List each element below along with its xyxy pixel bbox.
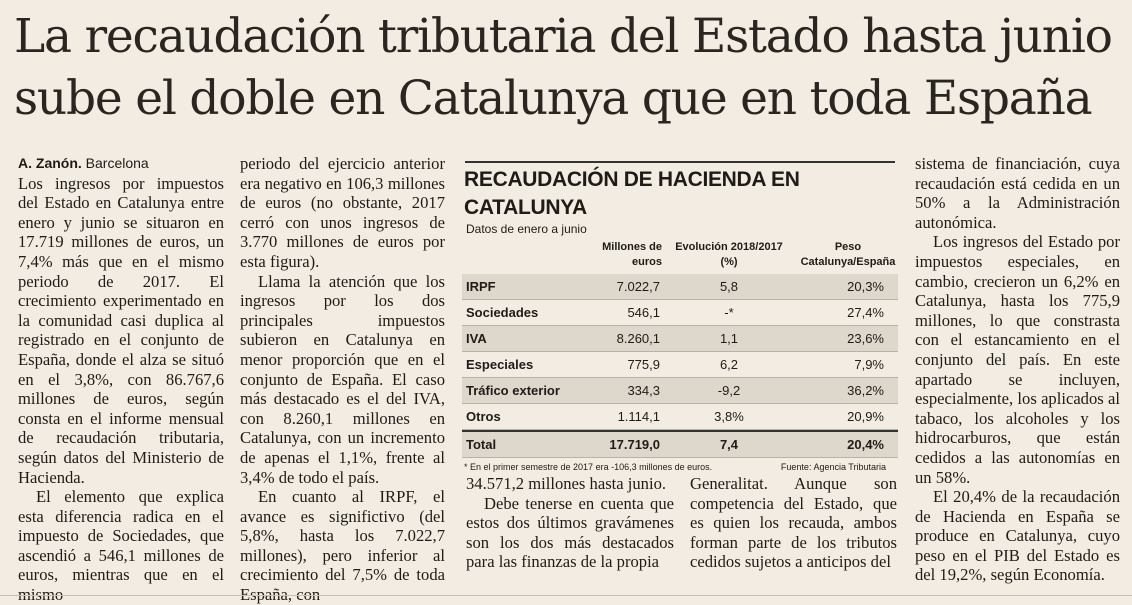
- cell-peso: 27,4%: [847, 305, 884, 320]
- cell-peso: 23,6%: [847, 331, 884, 346]
- cell-millones: 7.022,7: [616, 279, 660, 294]
- table-row: Especiales 775,9 6,2 7,9%: [462, 352, 898, 378]
- table-row: Otros 1.114,1 3,8% 20,9%: [462, 404, 898, 430]
- cell-evolucion: 1,1: [719, 331, 739, 346]
- row-label: Otros: [466, 409, 501, 424]
- row-label: IVA: [466, 331, 487, 346]
- table-footnote: * En el primer semestre de 2017 era -106…: [464, 462, 713, 472]
- table-subtitle: Datos de enero a junio: [466, 222, 587, 236]
- headline-line-2: sube el doble en Catalunya que en toda E…: [14, 71, 1093, 126]
- table-footer: * En el primer semestre de 2017 era -106…: [462, 460, 898, 474]
- article-column-4: Generalitat. Aunque son competencia del …: [690, 474, 897, 572]
- cell-peso: 20,4%: [847, 437, 884, 452]
- table-row: Sociedades 546,1 -* 27,4%: [462, 300, 898, 326]
- paragraph: En cuanto al IRPF, el avance es signific…: [240, 487, 445, 605]
- data-table-box: RECAUDACIÓN DE HACIENDA EN CATALUNYA Dat…: [462, 166, 898, 474]
- article-column-5: sistema de financiación, cuya recaudació…: [915, 154, 1120, 585]
- cell-evolucion: 3,8%: [714, 409, 744, 424]
- table-top-rule: [465, 161, 895, 163]
- table-row: Tráfico exterior 334,3 -9,2 36,2%: [462, 378, 898, 404]
- article-column-3: 34.571,2 millones hasta junio. Debe tene…: [466, 474, 674, 572]
- row-label: Sociedades: [466, 305, 539, 320]
- article-column-1: A. Zanón. Barcelona Los ingresos por imp…: [18, 154, 224, 605]
- row-label: Total: [466, 437, 497, 452]
- cell-peso: 20,3%: [847, 279, 884, 294]
- byline: A. Zanón. Barcelona: [18, 154, 224, 174]
- cell-evolucion: 7,4: [719, 437, 739, 452]
- cell-millones: 775,9: [627, 357, 660, 372]
- cell-millones: 334,3: [627, 383, 660, 398]
- paragraph: periodo del ejercicio anterior era negat…: [240, 154, 445, 271]
- cell-millones: 546,1: [627, 305, 660, 320]
- paragraph: 34.571,2 millones hasta junio.: [466, 474, 667, 493]
- table-title: RECAUDACIÓN DE HACIENDA EN CATALUNYA: [464, 168, 800, 219]
- cell-millones: 1.114,1: [617, 409, 660, 424]
- row-label: Especiales: [466, 357, 534, 372]
- page-bottom-rule: [0, 595, 1132, 596]
- paragraph: El elemento que explica esta diferencia …: [18, 487, 224, 605]
- cell-evolucion: 6,2: [719, 357, 739, 372]
- table-header: Millones de euros Evolución 2018/2017 (%…: [462, 236, 898, 274]
- paragraph: Los ingresos del Estado por impuestos es…: [915, 232, 1120, 487]
- table-row: IRPF 7.022,7 5,8 20,3%: [462, 274, 898, 300]
- cell-peso: 7,9%: [854, 357, 884, 372]
- paragraph: sistema de financiación, cuya recaudació…: [915, 154, 1120, 232]
- paragraph: El 20,4% de la recaudación de Hacienda e…: [915, 487, 1120, 585]
- paragraph: Debe tenerse en cuenta que estos dos últ…: [466, 493, 674, 572]
- paragraph: Llama la atención que los ingresos por l…: [240, 271, 445, 487]
- byline-author: A. Zanón.: [18, 155, 82, 171]
- article-column-2: periodo del ejercicio anterior era negat…: [240, 154, 445, 605]
- header-peso: Peso Catalunya/España: [800, 241, 896, 268]
- table-row-total: Total 17.719,0 7,4 20,4%: [462, 430, 898, 458]
- table-source: Fuente: Agencia Tributaria: [780, 462, 886, 472]
- table-row: IVA 8.260,1 1,1 23,6%: [462, 326, 898, 352]
- cell-evolucion: -9,2: [717, 383, 741, 398]
- cell-peso: 36,2%: [847, 383, 884, 398]
- cell-peso: 20,9%: [847, 409, 884, 424]
- byline-place: Barcelona: [85, 155, 149, 171]
- cell-millones: 8.260,1: [616, 331, 660, 346]
- header-millones: Millones de euros: [602, 241, 662, 268]
- cell-evolucion: 5,8: [719, 279, 739, 294]
- headline: La recaudación tributaria del Estado has…: [14, 6, 1124, 130]
- row-label: IRPF: [466, 279, 496, 294]
- headline-line-1: La recaudación tributaria del Estado has…: [14, 9, 1113, 64]
- cell-millones: 17.719,0: [609, 437, 660, 452]
- paragraph: Los ingresos por impuestos del Estado en…: [18, 173, 224, 487]
- paragraph: Generalitat. Aunque son competencia del …: [690, 474, 897, 572]
- cell-evolucion: -*: [724, 305, 734, 320]
- header-evolucion: Evolución 2018/2017 (%): [675, 241, 783, 268]
- row-label: Tráfico exterior: [466, 383, 560, 398]
